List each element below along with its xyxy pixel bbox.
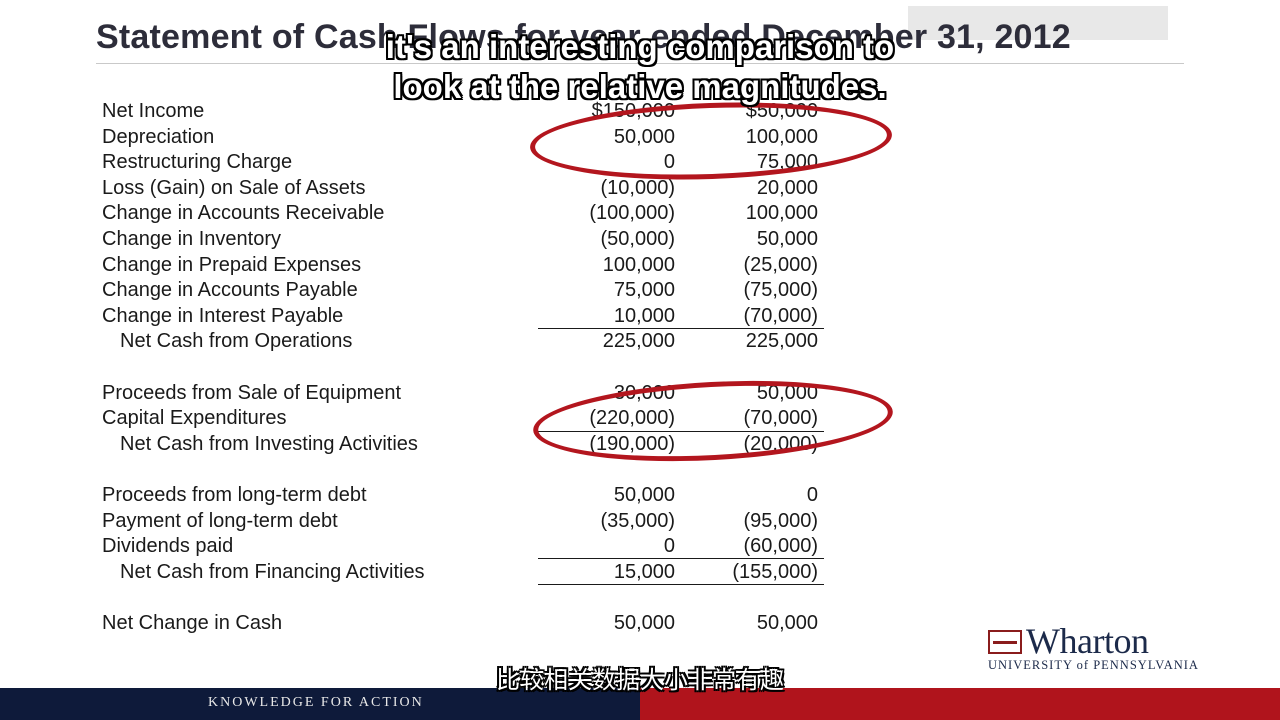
value-2012: (220,000) bbox=[589, 407, 675, 429]
row-label: Net Cash from Operations bbox=[120, 330, 353, 352]
table-row: Net Income $150,000 $50,000 bbox=[0, 98, 1280, 124]
value-2011: 20,000 bbox=[756, 177, 818, 199]
footer-bar-navy bbox=[0, 688, 640, 720]
title-rule bbox=[96, 63, 1184, 64]
total-row: Net Change in Cash 50,000 50,000 bbox=[0, 610, 1280, 636]
caption-english-line-2: look at the relative magnitudes. bbox=[393, 68, 887, 105]
value-2011: (155,000) bbox=[732, 561, 818, 583]
table-row: Depreciation 50,000 100,000 bbox=[0, 124, 1280, 150]
subtotal-rule bbox=[538, 431, 824, 432]
caption-chinese: 比较相关数据大小非常有趣 bbox=[496, 666, 784, 694]
subtotal-rule bbox=[538, 328, 824, 329]
row-label: Payment of long-term debt bbox=[102, 510, 338, 532]
row-label: Capital Expenditures bbox=[102, 407, 287, 429]
row-label: Restructuring Charge bbox=[102, 151, 293, 173]
table-row: Change in Interest Payable 10,000 (70,00… bbox=[0, 303, 1280, 329]
value-2011: (70,000) bbox=[743, 407, 819, 429]
footer-tagline: KNOWLEDGE FOR ACTION bbox=[208, 695, 424, 710]
value-2012: (50,000) bbox=[600, 228, 676, 250]
row-label: Loss (Gain) on Sale of Assets bbox=[102, 177, 366, 199]
value-2011: 50,000 bbox=[756, 382, 818, 404]
value-2011: $50,000 bbox=[745, 100, 818, 122]
logo-wordmark: Wharton bbox=[1026, 621, 1149, 661]
table-row: Dividends paid 0 (60,000) bbox=[0, 533, 1280, 559]
title-decoration-box bbox=[908, 6, 1168, 40]
row-label: Net Cash from Investing Activities bbox=[120, 433, 418, 455]
value-2011: 50,000 bbox=[756, 228, 818, 250]
value-2012: (190,000) bbox=[589, 433, 675, 455]
table-row: Proceeds from Sale of Equipment 30,000 5… bbox=[0, 380, 1280, 406]
shield-icon bbox=[988, 630, 1022, 654]
row-label: Change in Interest Payable bbox=[102, 305, 344, 327]
value-2011: (60,000) bbox=[743, 535, 819, 557]
footer-bar-red bbox=[640, 688, 1280, 720]
value-2012: 50,000 bbox=[613, 612, 675, 634]
value-2012: $150,000 bbox=[591, 100, 675, 122]
value-2012: 0 bbox=[663, 151, 675, 173]
table-row: Payment of long-term debt (35,000) (95,0… bbox=[0, 508, 1280, 534]
value-2011: (25,000) bbox=[743, 254, 819, 276]
slide-title: Statement of Cash Flows for year ended D… bbox=[96, 18, 1071, 56]
value-2011: 50,000 bbox=[756, 612, 818, 634]
value-2011: 75,000 bbox=[756, 151, 818, 173]
subtotal-rule bbox=[538, 584, 824, 585]
value-2012: 15,000 bbox=[613, 561, 675, 583]
value-2012: (100,000) bbox=[589, 202, 675, 224]
table-row: Loss (Gain) on Sale of Assets (10,000) 2… bbox=[0, 175, 1280, 201]
subtotal-row: Net Cash from Operations 225,000 225,000 bbox=[0, 328, 1280, 354]
row-label: Change in Prepaid Expenses bbox=[102, 254, 362, 276]
value-2012: (10,000) bbox=[600, 177, 676, 199]
value-2012: 50,000 bbox=[613, 126, 675, 148]
value-2011: 100,000 bbox=[745, 202, 818, 224]
value-2011: 0 bbox=[806, 484, 818, 506]
row-label: Change in Inventory bbox=[102, 228, 282, 250]
value-2011: (20,000) bbox=[743, 433, 819, 455]
value-2012: 225,000 bbox=[602, 330, 675, 352]
value-2012: 50,000 bbox=[613, 484, 675, 506]
row-label: Net Change in Cash bbox=[102, 612, 283, 634]
value-2011: (95,000) bbox=[743, 510, 819, 532]
value-2011: 100,000 bbox=[745, 126, 818, 148]
caption-english-line-1: it's an interesting comparison to bbox=[385, 28, 895, 65]
value-2012: 10,000 bbox=[613, 305, 675, 327]
wharton-logo: Wharton UNIVERSITY of PENNSYLVANIA bbox=[988, 621, 1199, 672]
row-label: Change in Accounts Payable bbox=[102, 279, 358, 301]
row-label: Dividends paid bbox=[102, 535, 234, 557]
table-row: Change in Prepaid Expenses 100,000 (25,0… bbox=[0, 252, 1280, 278]
row-label: Net Cash from Financing Activities bbox=[120, 561, 425, 583]
row-label: Depreciation bbox=[102, 126, 215, 148]
table-row: Change in Accounts Receivable (100,000) … bbox=[0, 200, 1280, 226]
table-row: Change in Accounts Payable 75,000 (75,00… bbox=[0, 277, 1280, 303]
value-2011: 225,000 bbox=[745, 330, 818, 352]
table-row: Proceeds from long-term debt 50,000 0 bbox=[0, 482, 1280, 508]
subtotal-row: Net Cash from Investing Activities (190,… bbox=[0, 431, 1280, 457]
row-label: Proceeds from Sale of Equipment bbox=[102, 382, 402, 404]
table-row: Change in Inventory (50,000) 50,000 bbox=[0, 226, 1280, 252]
logo-subtitle: UNIVERSITY of PENNSYLVANIA bbox=[988, 658, 1199, 672]
value-2011: (75,000) bbox=[743, 279, 819, 301]
value-2012: 100,000 bbox=[602, 254, 675, 276]
value-2012: 30,000 bbox=[613, 382, 675, 404]
value-2012: 75,000 bbox=[613, 279, 675, 301]
table-row: Capital Expenditures (220,000) (70,000) bbox=[0, 405, 1280, 431]
row-label: Net Income bbox=[102, 100, 205, 122]
table-row: Restructuring Charge 0 75,000 bbox=[0, 149, 1280, 175]
value-2012: 0 bbox=[663, 535, 675, 557]
subtotal-row: Net Cash from Financing Activities 15,00… bbox=[0, 559, 1280, 585]
subtotal-rule bbox=[538, 558, 824, 559]
row-label: Proceeds from long-term debt bbox=[102, 484, 367, 506]
value-2011: (70,000) bbox=[743, 305, 819, 327]
row-label: Change in Accounts Receivable bbox=[102, 202, 385, 224]
value-2012: (35,000) bbox=[600, 510, 676, 532]
